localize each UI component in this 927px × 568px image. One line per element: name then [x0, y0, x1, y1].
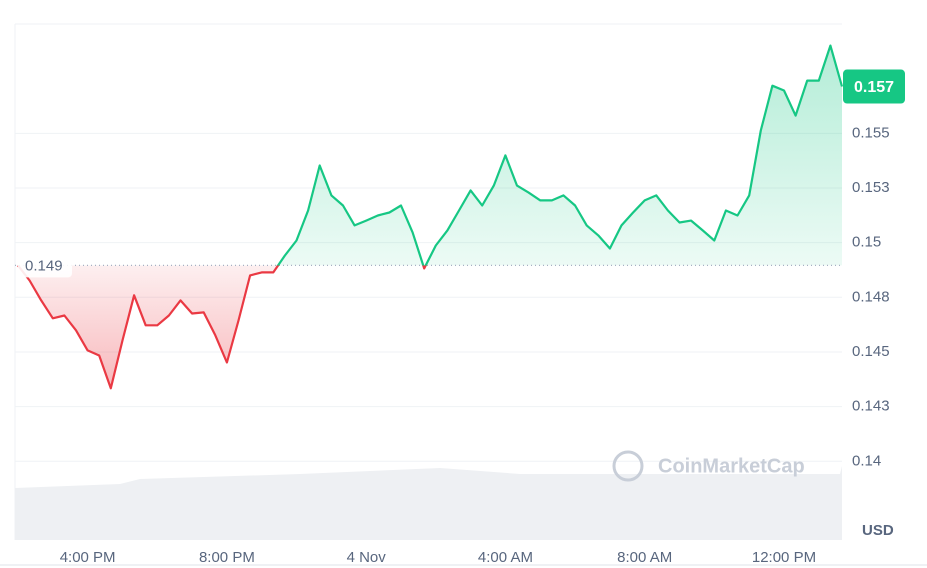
- y-tick-label: 0.15: [852, 234, 881, 251]
- price-line: [17, 44, 844, 390]
- x-tick-label: 4:00 PM: [60, 549, 116, 566]
- baseline-tag: 0.149: [25, 257, 63, 274]
- x-tick-label: 8:00 AM: [617, 549, 672, 566]
- area: [18, 45, 842, 389]
- x-tick-label: 8:00 PM: [199, 549, 255, 566]
- watermark-logo: [612, 450, 644, 482]
- x-tick-label: 4 Nov: [347, 549, 387, 566]
- grid: [15, 132, 842, 462]
- x-tick-label: 12:00 PM: [752, 549, 816, 566]
- watermark-text: CoinMarketCap: [658, 455, 805, 477]
- volume-area: [15, 466, 842, 540]
- y-tick-label: 0.153: [852, 179, 890, 196]
- baseline-tag-bg: [18, 253, 72, 278]
- y-tick-label: 0.148: [852, 288, 890, 305]
- x-tick-label: 4:00 AM: [478, 549, 533, 566]
- y-tick-label: 0.14: [852, 452, 881, 469]
- watermark: CoinMarketCap: [612, 450, 805, 482]
- price-tag: 0.157: [854, 79, 894, 96]
- price-tag-bg: [843, 69, 905, 104]
- unit-label: USD: [862, 522, 894, 539]
- plot: [15, 44, 844, 390]
- y-tick-label: 0.145: [852, 343, 890, 360]
- y-tick-label: 0.143: [852, 398, 890, 415]
- y-tick-label: 0.155: [852, 124, 890, 141]
